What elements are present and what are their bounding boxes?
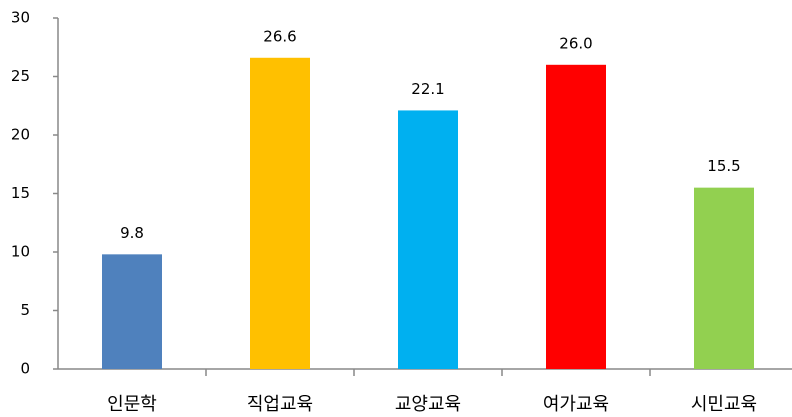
- bar: [694, 187, 754, 369]
- x-tick-label: 교양교육: [395, 394, 461, 415]
- data-label: 22.1: [411, 80, 444, 98]
- bar: [102, 254, 162, 369]
- data-label: 26.0: [559, 34, 592, 52]
- x-tick-label: 시민교육: [691, 394, 757, 415]
- y-tick-label: 5: [20, 301, 30, 319]
- data-label: 26.6: [263, 27, 296, 45]
- bar: [546, 64, 606, 370]
- data-label: 15.5: [707, 157, 740, 175]
- x-tick-label: 여가교육: [543, 394, 609, 415]
- y-tick-label: 30: [11, 9, 30, 27]
- y-tick-label: 10: [11, 243, 30, 261]
- y-tick-label: 25: [11, 67, 30, 85]
- x-tick-label: 인문학: [107, 394, 157, 415]
- y-tick-label: 0: [20, 360, 30, 378]
- bar: [250, 57, 310, 369]
- y-tick-label: 15: [11, 184, 30, 202]
- bar: [398, 110, 458, 370]
- y-tick-label: 20: [11, 126, 30, 144]
- x-tick-label: 직업교육: [247, 394, 313, 415]
- data-label: 9.8: [120, 224, 144, 242]
